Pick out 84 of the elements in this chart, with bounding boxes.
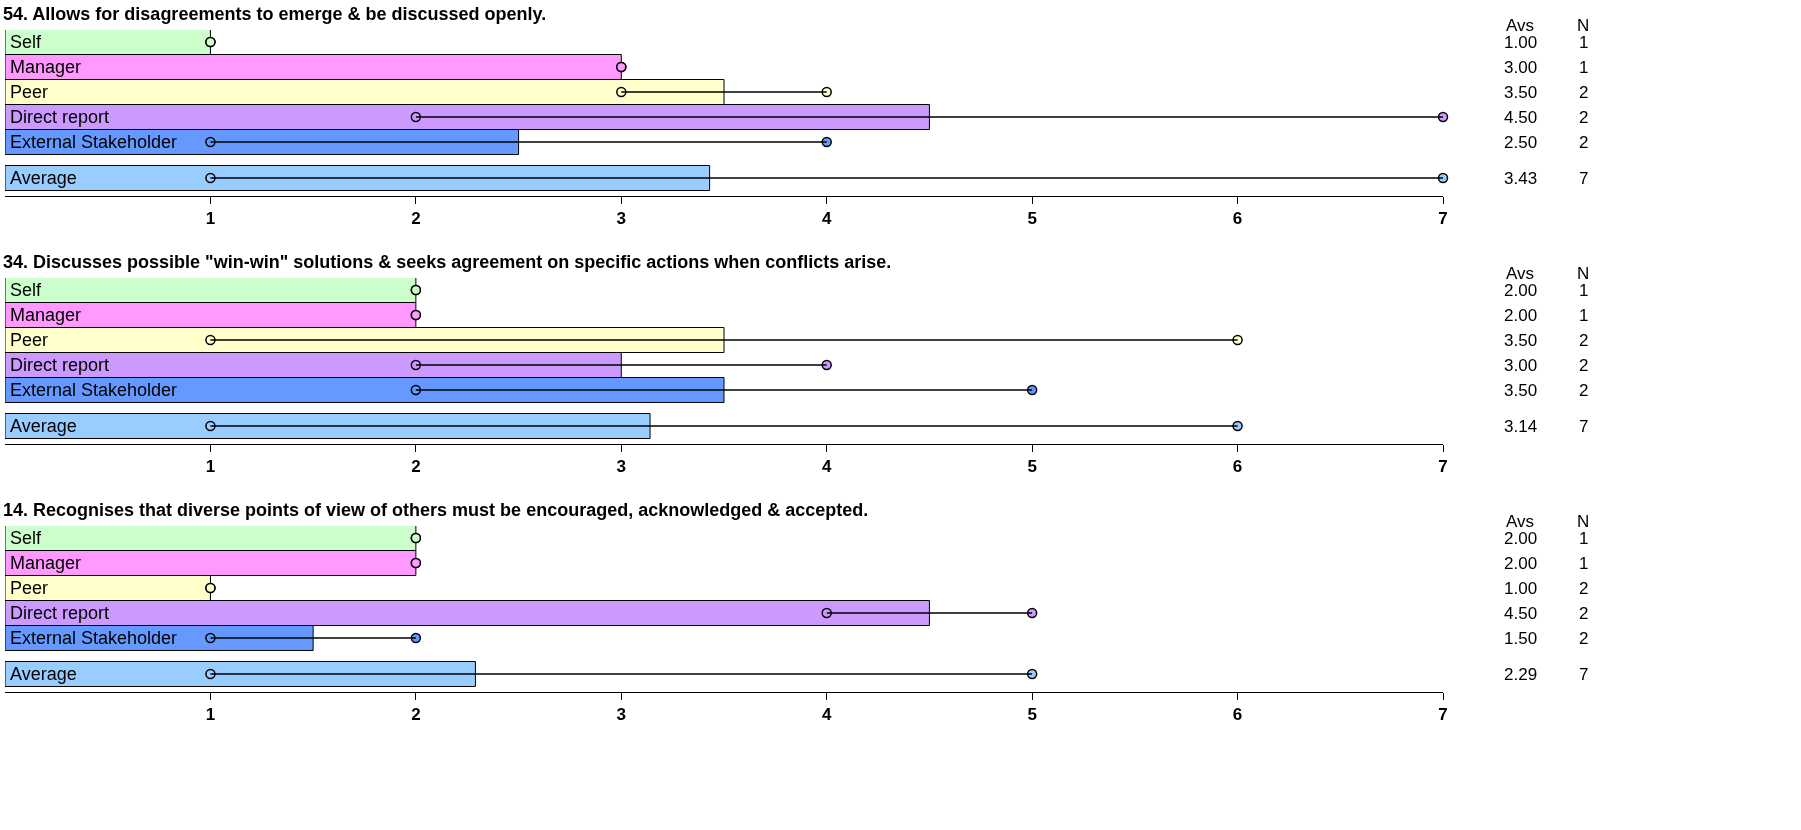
- y-tick-label: Self: [10, 528, 43, 548]
- text: 2: [1579, 381, 1589, 400]
- x-tick-label: 7: [1438, 705, 1448, 725]
- x-tick-label: 1: [205, 457, 216, 477]
- x-tick-label: 7: [1438, 209, 1448, 229]
- x-tick-label: 3: [616, 457, 627, 477]
- x-tick-label: 5: [1027, 209, 1037, 229]
- y-tick-label: Average: [10, 664, 77, 684]
- chart-title: 14. Recognises that diverse points of view of others must be encouraged, acknowledged & accepted.: [3, 500, 869, 520]
- y-tick-label: Average: [10, 168, 77, 188]
- data-label: 1.50: [1504, 629, 1538, 648]
- data-label: 2.00: [1504, 529, 1538, 548]
- y-tick-label: Peer: [10, 578, 49, 598]
- y-tick-label: Self: [10, 280, 43, 300]
- y-tick-label: Manager: [10, 57, 82, 77]
- data-label: 3.00: [1504, 356, 1538, 375]
- text: N: [1577, 512, 1590, 531]
- x-tick-label: 1: [205, 209, 216, 229]
- y-tick-label: Direct report: [10, 355, 110, 375]
- data-label: 2.00: [1504, 554, 1538, 573]
- y-tick-label: External Stakeholder: [10, 380, 178, 400]
- text: 2: [1579, 356, 1589, 375]
- y-tick-label: Average: [10, 416, 77, 436]
- x-tick-label: 3: [616, 209, 627, 229]
- text: 7: [1579, 665, 1589, 684]
- text: 2: [1579, 604, 1589, 623]
- y-tick-label: Direct report: [10, 107, 110, 127]
- data-label: 3.43: [1504, 169, 1538, 188]
- x-tick-label: 6: [1232, 209, 1243, 229]
- x-tick-label: 6: [1232, 457, 1243, 477]
- data-label: 2.50: [1504, 133, 1538, 152]
- text: 1: [1579, 281, 1589, 300]
- y-tick-label: Manager: [10, 553, 82, 573]
- text: Avs: [1506, 512, 1535, 531]
- text: 2: [1579, 108, 1589, 127]
- y-tick-label: External Stakeholder: [10, 628, 178, 648]
- text: 2: [1579, 331, 1589, 350]
- text: N: [1577, 16, 1590, 35]
- data-label: 4.50: [1504, 108, 1538, 127]
- x-tick-label: 4: [821, 705, 832, 725]
- text: 2: [1579, 629, 1589, 648]
- text: 2: [1579, 83, 1589, 102]
- y-tick-label: Self: [10, 32, 43, 52]
- chart-title: 54. Allows for disagreements to emerge & be discussed openly.: [3, 4, 547, 24]
- text: 1: [1579, 529, 1589, 548]
- text: 7: [1579, 169, 1589, 188]
- data-label: 1.00: [1504, 579, 1538, 598]
- text: 2: [1579, 133, 1589, 152]
- x-tick-label: 2: [411, 705, 421, 725]
- data-label: 3.14: [1504, 417, 1538, 436]
- y-tick-label: Peer: [10, 330, 49, 350]
- text: Avs: [1506, 264, 1535, 283]
- y-tick-label: Manager: [10, 305, 82, 325]
- text: 1: [1579, 58, 1589, 77]
- x-tick-label: 5: [1027, 705, 1037, 725]
- text: N: [1577, 264, 1590, 283]
- text: 1: [1579, 554, 1589, 573]
- data-label: 1.00: [1504, 33, 1538, 52]
- data-label: 2.00: [1504, 281, 1538, 300]
- x-tick-label: 6: [1232, 705, 1243, 725]
- data-label: 3.50: [1504, 331, 1538, 350]
- text: 1: [1579, 306, 1589, 325]
- x-tick-label: 2: [411, 457, 421, 477]
- data-label: 3.50: [1504, 83, 1538, 102]
- data-label: 2.29: [1504, 665, 1538, 684]
- x-tick-label: 5: [1027, 457, 1037, 477]
- text: 2: [1579, 579, 1589, 598]
- chart-title: 34. Discusses possible "win-win" solutions & seeks agreement on specific actions when conflicts arise.: [3, 252, 892, 272]
- text: 1: [1579, 33, 1589, 52]
- y-tick-label: External Stakeholder: [10, 132, 178, 152]
- x-tick-label: 2: [411, 209, 421, 229]
- x-tick-label: 1: [205, 705, 216, 725]
- data-label: 2.00: [1504, 306, 1538, 325]
- y-tick-label: Direct report: [10, 603, 110, 623]
- x-tick-label: 7: [1438, 457, 1448, 477]
- x-tick-label: 4: [821, 209, 832, 229]
- text: 7: [1579, 417, 1589, 436]
- text: Avs: [1506, 16, 1535, 35]
- data-label: 3.00: [1504, 58, 1538, 77]
- x-tick-label: 3: [616, 705, 627, 725]
- x-tick-label: 4: [821, 457, 832, 477]
- data-label: 3.50: [1504, 381, 1538, 400]
- data-label: 4.50: [1504, 604, 1538, 623]
- y-tick-label: Peer: [10, 82, 49, 102]
